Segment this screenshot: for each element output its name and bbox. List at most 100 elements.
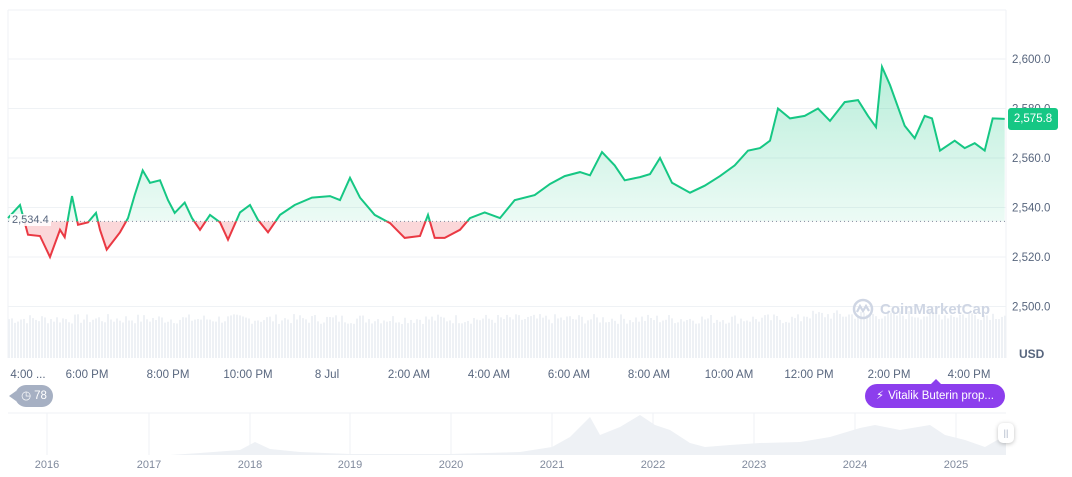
volume-bar xyxy=(470,323,472,358)
volume-bar xyxy=(260,321,262,358)
volume-bar xyxy=(587,320,589,358)
volume-bar xyxy=(764,315,766,358)
volume-bar xyxy=(953,316,955,358)
volume-bar xyxy=(680,319,682,358)
volume-bar xyxy=(851,314,853,358)
volume-bar xyxy=(203,315,205,358)
volume-bar xyxy=(602,317,604,358)
volume-bar xyxy=(158,316,160,358)
volume-bar xyxy=(362,315,364,358)
volume-bar xyxy=(614,320,616,358)
volume-bar xyxy=(434,320,436,358)
volume-bar xyxy=(389,321,391,358)
volume-bar xyxy=(128,320,130,358)
navigator-year-label: 2022 xyxy=(641,459,665,471)
volume-bar xyxy=(416,319,418,358)
volume-bar xyxy=(527,316,529,358)
volume-bar xyxy=(935,313,937,358)
navigator-year-label: 2019 xyxy=(338,459,362,471)
volume-bar xyxy=(455,315,457,358)
volume-bar xyxy=(359,315,361,358)
volume-bar xyxy=(413,322,415,358)
volume-bar xyxy=(812,310,814,358)
volume-bar xyxy=(383,320,385,358)
volume-bar xyxy=(323,322,325,358)
volume-bar xyxy=(599,322,601,358)
volume-bar xyxy=(395,322,397,358)
volume-bar xyxy=(938,314,940,358)
volume-bar xyxy=(293,314,295,358)
volume-bar xyxy=(314,315,316,358)
x-tick-label: 6:00 PM xyxy=(66,369,109,381)
volume-bar xyxy=(155,319,157,358)
volume-bar xyxy=(89,322,91,358)
history-icon: ◷ xyxy=(21,390,32,402)
volume-bar xyxy=(485,314,487,358)
volume-bar xyxy=(443,317,445,358)
volume-bar xyxy=(239,315,241,358)
x-tick-label: 12:00 PM xyxy=(784,369,833,381)
volume-bar xyxy=(830,318,832,358)
volume-bar xyxy=(833,312,835,358)
volume-bar xyxy=(209,319,211,358)
volume-bar xyxy=(224,321,226,358)
baseline-price-label: 2,534.4 xyxy=(10,214,51,226)
volume-bar xyxy=(581,316,583,358)
volume-bar xyxy=(236,314,238,358)
volume-bar xyxy=(959,314,961,358)
event-pill[interactable]: ⚡︎ Vitalik Buterin prop... xyxy=(865,379,1005,408)
volume-bar xyxy=(122,322,124,358)
volume-bar xyxy=(635,317,637,358)
volume-bar xyxy=(365,322,367,358)
navigator-handle[interactable]: || xyxy=(998,423,1014,443)
volume-bar xyxy=(533,314,535,358)
volume-bar xyxy=(941,319,943,358)
volume-bar xyxy=(95,318,97,358)
volume-bar xyxy=(326,316,328,358)
volume-bar xyxy=(299,315,301,358)
volume-bar xyxy=(755,319,757,358)
volume-bar xyxy=(929,310,931,358)
volume-bar xyxy=(191,320,193,358)
volume-bar xyxy=(428,319,430,358)
volume-bar xyxy=(164,322,166,358)
volume-bar xyxy=(398,322,400,358)
volume-bar xyxy=(608,321,610,358)
volume-bar xyxy=(761,317,763,358)
volume-bar xyxy=(551,323,553,358)
volume-bar xyxy=(254,320,256,358)
navigator-year-label: 2021 xyxy=(540,459,564,471)
volume-bar xyxy=(71,323,73,358)
volume-bar xyxy=(704,319,706,358)
volume-bar xyxy=(488,318,490,358)
events-count-badge[interactable]: ◷ 78 xyxy=(9,385,53,407)
volume-bar xyxy=(641,316,643,358)
volume-bar xyxy=(86,314,88,358)
volume-bar xyxy=(515,314,517,358)
volume-bar xyxy=(545,315,547,358)
volume-bar xyxy=(542,317,544,358)
volume-bar xyxy=(626,323,628,358)
volume-bar xyxy=(62,318,64,358)
volume-bar xyxy=(644,320,646,358)
volume-bar xyxy=(947,318,949,358)
volume-bar xyxy=(152,317,154,358)
volume-bar xyxy=(77,314,79,358)
volume-bar xyxy=(65,319,67,358)
volume-bar xyxy=(716,319,718,358)
volume-bar xyxy=(884,316,886,358)
volume-bar xyxy=(563,320,565,358)
volume-bar xyxy=(725,323,727,358)
volume-bar xyxy=(278,323,280,358)
volume-bar xyxy=(218,316,220,358)
volume-bar xyxy=(701,316,703,358)
volume-bar xyxy=(893,310,895,358)
volume-bar xyxy=(419,319,421,358)
volume-bar xyxy=(734,315,736,358)
volume-bar xyxy=(431,316,433,358)
volume-bar xyxy=(374,321,376,358)
volume-bar xyxy=(671,318,673,358)
volume-bar xyxy=(737,323,739,358)
volume-bar xyxy=(920,319,922,358)
